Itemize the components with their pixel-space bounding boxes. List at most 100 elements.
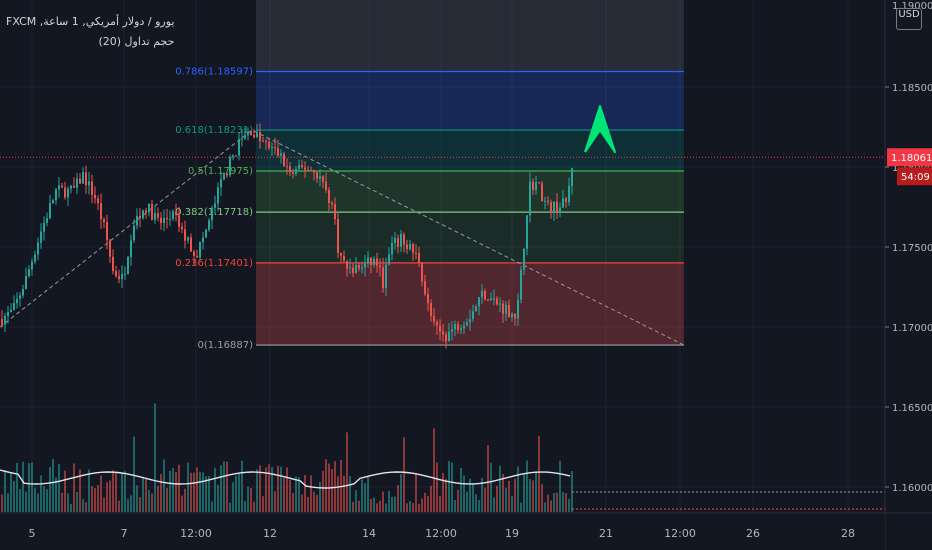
time-axis[interactable]: 5 7 12:00 12 14 12:00 19 21 12:00 26 28 — [0, 512, 932, 550]
candle — [442, 331, 444, 335]
candle — [37, 242, 39, 255]
volume-bar — [397, 485, 399, 512]
candle — [226, 173, 228, 176]
candle — [499, 303, 501, 305]
candle — [517, 299, 519, 319]
volume-bar — [271, 467, 273, 512]
candle — [238, 139, 240, 156]
candle — [460, 328, 462, 331]
candle — [322, 176, 324, 182]
volume-bar — [88, 469, 90, 512]
time-label: 12:00 — [180, 527, 212, 540]
candle — [85, 172, 87, 186]
volume-bar — [376, 503, 378, 512]
candle — [286, 166, 288, 168]
volume-indicator-title[interactable]: حجم تداول (20) — [98, 35, 175, 48]
volume-bar — [190, 472, 192, 512]
trend-line[interactable] — [0, 129, 685, 346]
candle — [172, 211, 174, 220]
candle — [349, 267, 351, 269]
candle — [118, 275, 120, 280]
time-label: 12:00 — [425, 527, 457, 540]
volume-bar — [106, 482, 108, 512]
volume-bar — [121, 473, 123, 512]
volume-bar — [463, 475, 465, 512]
volume-bar — [316, 495, 318, 512]
volume-bar — [112, 470, 114, 512]
volume-bar — [97, 484, 99, 512]
candle — [430, 303, 432, 317]
volume-bar — [286, 467, 288, 512]
candle — [412, 244, 414, 253]
volume-bar — [181, 495, 183, 512]
candle — [232, 155, 234, 158]
candle — [229, 157, 231, 176]
volume-bar — [28, 463, 30, 512]
candle — [115, 270, 117, 276]
volume-bar — [532, 480, 534, 512]
candle — [67, 188, 69, 198]
volume-bar — [211, 501, 213, 512]
price-label: 1.16500 — [892, 403, 932, 414]
volume-bar — [82, 499, 84, 512]
candle — [163, 218, 165, 224]
candle — [436, 321, 438, 326]
volume-bar — [310, 475, 312, 512]
volume-bar — [184, 488, 186, 512]
volume-bar — [493, 497, 495, 512]
volume-bar — [343, 475, 345, 512]
volume-bar — [217, 484, 219, 512]
fib-label-0.236: 0.236(1.17401) — [175, 258, 253, 269]
current-price-badge — [887, 148, 932, 167]
volume-bar — [460, 467, 462, 512]
candle — [484, 290, 486, 300]
volume-bar — [91, 486, 93, 512]
volume-bar — [415, 473, 417, 512]
volume-bar — [295, 476, 297, 512]
candle — [391, 242, 393, 255]
candle — [379, 265, 381, 268]
currency-badge[interactable]: USD — [896, 8, 922, 30]
symbol-title[interactable]: يورو / دولار أمريكي, 1 ساعة, FXCM — [6, 15, 175, 28]
fibonacci-retracement[interactable]: 0.786(1.18597) 0.618(1.18231) 0.5(1.17975)… — [175, 0, 684, 351]
volume-bar — [367, 475, 369, 512]
candle — [439, 325, 441, 332]
volume-bar — [199, 471, 201, 512]
candle — [535, 182, 537, 191]
candle — [529, 181, 531, 216]
volume-bar — [445, 478, 447, 512]
time-label: 5 — [29, 527, 36, 540]
candle — [493, 298, 495, 300]
candle — [325, 181, 327, 190]
volume-bar — [499, 465, 501, 512]
candle — [394, 237, 396, 243]
volume-bar — [52, 459, 54, 512]
candle — [46, 218, 48, 223]
volume-bar — [232, 482, 234, 512]
fib-label-0.382: 0.382(1.17718) — [175, 207, 253, 218]
candle — [43, 222, 45, 232]
volume-bar — [307, 497, 309, 512]
candle — [253, 135, 255, 138]
volume-bar — [496, 485, 498, 512]
candle — [190, 237, 192, 252]
candle — [130, 240, 132, 257]
candle — [475, 306, 477, 312]
candle — [382, 267, 384, 289]
price-axis[interactable]: 1.190001.185001.180001.175001.170001.165… — [884, 0, 932, 550]
volume-bar — [85, 502, 87, 512]
volume-bar — [256, 469, 258, 512]
time-label: 28 — [841, 527, 855, 540]
candle — [259, 132, 261, 142]
volume-bar — [187, 462, 189, 512]
volume-bar — [130, 495, 132, 512]
volume-bar — [103, 497, 105, 512]
volume-bar — [490, 462, 492, 512]
volume-bar — [298, 476, 300, 512]
candle — [127, 256, 129, 274]
candle — [337, 219, 339, 254]
volume-bar — [370, 498, 372, 512]
candle — [244, 135, 246, 139]
volume-bar — [379, 500, 381, 512]
